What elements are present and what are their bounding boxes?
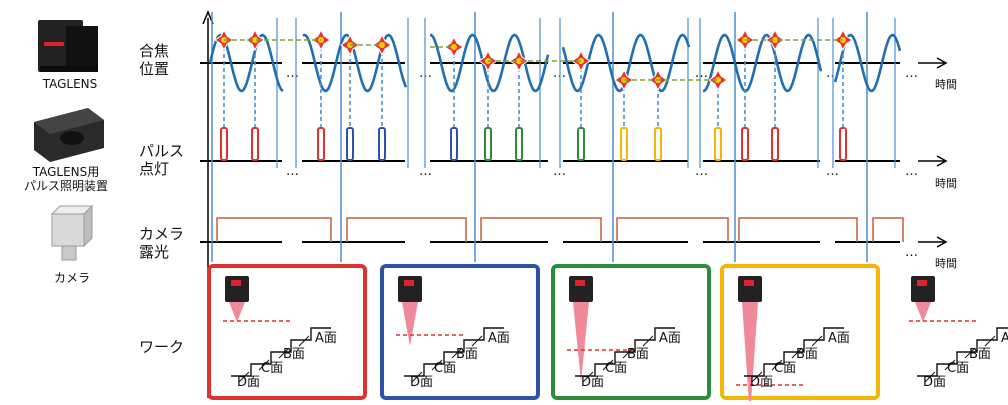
step-tick-2-3 [643, 336, 653, 346]
camera-label: カメラ [12, 271, 132, 285]
pulse-bar-5 [451, 128, 457, 160]
work-camera-led-1 [404, 280, 414, 286]
exposure-pulse-0 [217, 218, 331, 242]
face-c-1: C面 [434, 361, 456, 376]
light-cone-2 [573, 302, 589, 382]
face-b-3: B面 [796, 347, 818, 362]
work-camera-icon-3 [738, 276, 762, 302]
pulse-bar-6 [485, 128, 491, 160]
camera-lens [62, 246, 76, 260]
pulse-bar-0 [221, 128, 227, 160]
light-cone-0 [229, 302, 245, 322]
exposure-pulse-1 [347, 218, 466, 242]
face-b-4: B面 [969, 347, 991, 362]
work-camera-icon-0 [225, 276, 249, 302]
time-label-2: 時間 [935, 175, 957, 191]
camera-exposure-label: カメラ 露光 [139, 225, 184, 261]
ellipsis-9: … [695, 164, 708, 179]
pulse-bar-14 [840, 128, 846, 160]
ellipsis-0: … [286, 66, 299, 81]
face-b-0: B面 [283, 347, 305, 362]
face-c-3: C面 [774, 361, 796, 376]
ellipsis-11: … [905, 164, 918, 179]
face-a-2: A面 [659, 331, 681, 346]
ellipsis-5: … [905, 66, 918, 81]
exposure-pulse-2 [481, 218, 601, 242]
face-a-1: A面 [488, 331, 510, 346]
taglens-badge [44, 42, 64, 46]
face-d-0: D面 [237, 375, 260, 390]
pulse-bar-12 [742, 128, 748, 160]
step-tick-4-3 [985, 336, 995, 346]
time-label-3: 時間 [935, 255, 957, 271]
pulse-bar-4 [379, 128, 385, 160]
face-b-2: B面 [627, 347, 649, 362]
pulse-bar-8 [578, 128, 584, 160]
pulse-bar-11 [715, 128, 721, 160]
face-c-0: C面 [261, 361, 283, 376]
exposure-pulse-5 [873, 218, 903, 242]
face-d-3: D面 [750, 375, 773, 390]
work-camera-icon-4 [911, 276, 935, 302]
ellipsis-3: … [695, 66, 708, 81]
exposure-pulse-3 [617, 218, 728, 242]
camera-icon [52, 214, 84, 246]
step-tick-1-3 [472, 336, 482, 346]
light-cone-4 [915, 302, 931, 322]
pulse-illuminator-lens [60, 131, 84, 145]
pulse-bar-2 [318, 128, 324, 160]
pulse-lighting-label: パルス 点灯 [139, 142, 184, 178]
face-a-0: A面 [315, 331, 337, 346]
work-camera-icon-1 [398, 276, 422, 302]
face-a-4: A面 [1001, 331, 1008, 346]
face-d-2: D面 [581, 375, 604, 390]
ellipsis-6: … [286, 164, 299, 179]
pulse-bar-3 [347, 128, 353, 160]
face-d-4: D面 [923, 375, 946, 390]
pulse-bar-1 [252, 128, 258, 160]
focus-position-label: 合焦 位置 [139, 42, 169, 78]
face-a-3: A面 [828, 331, 850, 346]
step-tick-0-3 [299, 336, 309, 346]
pulse-bar-7 [516, 128, 522, 160]
exposure-pulse-4 [739, 218, 857, 242]
work-camera-icon-2 [569, 276, 593, 302]
face-b-1: B面 [456, 347, 478, 362]
work-camera-led-2 [575, 280, 585, 286]
work-camera-led-4 [917, 280, 927, 286]
light-cone-1 [402, 302, 418, 346]
work-camera-led-0 [231, 280, 241, 286]
face-c-2: C面 [605, 361, 627, 376]
step-tick-3-3 [812, 336, 822, 346]
face-c-4: C面 [947, 361, 969, 376]
pulse-bar-9 [621, 128, 627, 160]
work-label: ワーク [139, 338, 184, 356]
taglens-base [40, 66, 98, 72]
pulse-bar-10 [655, 128, 661, 160]
taglens-label: TAGLENS [10, 77, 130, 91]
ellipsis-12: … [905, 245, 918, 260]
pulse-illuminator-label: TAGLENS用 パルス照明装置 [6, 165, 126, 193]
time-label-1: 時間 [935, 76, 957, 92]
taglens-body [66, 26, 98, 70]
face-d-1: D面 [410, 375, 433, 390]
work-camera-led-3 [744, 280, 754, 286]
pulse-bar-13 [772, 128, 778, 160]
